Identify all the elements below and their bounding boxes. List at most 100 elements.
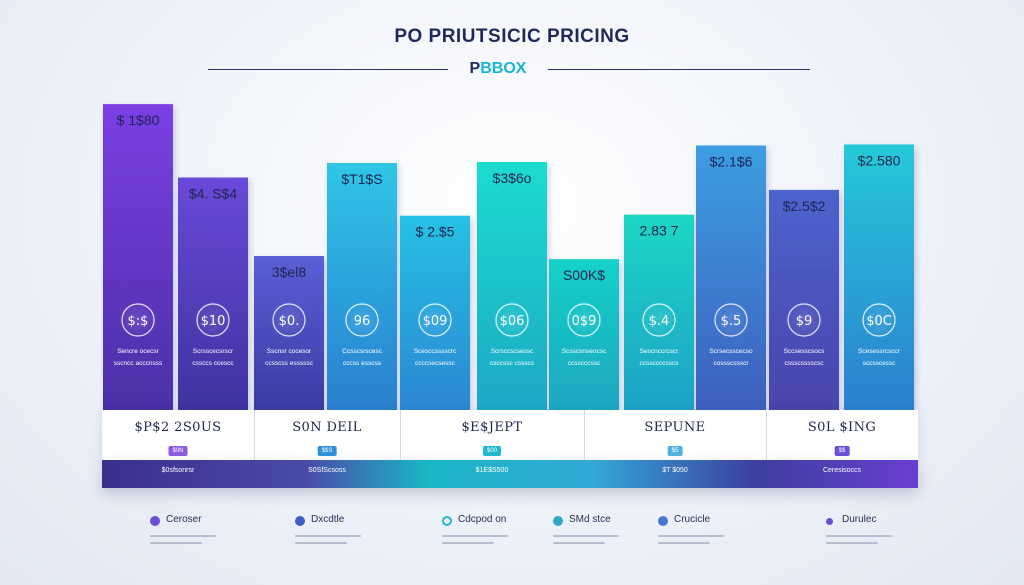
bar	[696, 145, 766, 410]
bar-circle-badge	[642, 303, 676, 337]
bar-caption: Sencre ocecsr	[117, 348, 159, 355]
bar-circle-badge	[121, 303, 155, 337]
bar	[178, 177, 248, 410]
bar-circle-glow	[639, 300, 679, 340]
legend-label: Crucicle	[674, 514, 711, 525]
plan-column[interactable]: S0L $ING $$ Ceresisoccs	[766, 410, 918, 488]
bar-caption: sccsscessc	[863, 360, 897, 367]
bar	[844, 144, 914, 410]
plan-divider	[400, 410, 401, 460]
legend-label: Cdcpod on	[458, 514, 507, 525]
bar-caption: ccssccccsscs	[640, 360, 680, 367]
plan-tag: $$S	[317, 446, 337, 456]
bar-caption: cssccs ccescc	[192, 360, 234, 367]
bar-caption: cccss esscss	[343, 360, 382, 367]
plan-name: S0N DEIL	[292, 420, 362, 435]
bar-caption: csccssc cssscs	[490, 360, 535, 367]
legend-placeholder-line	[826, 542, 878, 544]
bar-circle-label: $06	[500, 314, 525, 329]
bar-circle-label: $10	[201, 314, 226, 329]
bar-circle-glow	[193, 300, 233, 340]
legend-placeholder-line	[826, 535, 892, 537]
brand-logo: PBBOX	[452, 60, 544, 78]
bar-circle-label: $.4	[649, 314, 670, 329]
bar-circle-badge	[787, 303, 821, 337]
bar-value-label: $2.580	[858, 152, 901, 168]
bar-value-label: S00K$	[563, 267, 605, 283]
plan-divider	[584, 410, 585, 460]
bar-caption: Scrsscecsrscr	[193, 348, 234, 355]
legend-placeholder-line	[150, 535, 216, 537]
plan-name: $E$JEPT	[461, 420, 523, 435]
legend-label: SMd stce	[569, 514, 611, 525]
plan-column[interactable]: S0N DEIL $$S S0SfScsoss	[254, 410, 400, 488]
plan-column[interactable]: $P$2 2S0US $0N $0sfsonrsr	[102, 410, 254, 488]
bar-value-label: $ 2.$5	[416, 224, 455, 240]
legend-placeholder-line	[295, 535, 361, 537]
bar	[103, 104, 173, 410]
bar-caption: cssscsssscsc	[785, 360, 825, 367]
plan-subtitle: $0sfsonrsr	[161, 467, 195, 474]
bar-value-label: 2.83 7	[640, 223, 679, 239]
bar-caption: Sccsesscsocs	[784, 348, 826, 355]
plan-column[interactable]: SEPUNE $5 $T $050	[584, 410, 766, 488]
plan-subtitle: Ceresisoccs	[822, 467, 862, 474]
bar-caption: Sscnsr cocesor	[267, 348, 312, 355]
bar-circle-label: $0C	[866, 314, 892, 329]
blob-icon	[150, 516, 160, 526]
bar-circle-label: 0$9	[572, 314, 597, 329]
plan-divider	[254, 410, 255, 460]
title-rule-right	[548, 69, 810, 70]
bar-circle-label: $:$	[128, 314, 149, 329]
bar-circle-badge	[345, 303, 379, 337]
legend-placeholder-line	[442, 535, 508, 537]
bar-value-label: $2.5$2	[783, 198, 826, 214]
bar-caption: Scrsccscsessc	[491, 348, 534, 355]
bar-circle-badge	[272, 303, 306, 337]
legend-placeholder-line	[150, 542, 202, 544]
spark-icon	[553, 516, 563, 526]
bar-circle-label: $09	[423, 314, 448, 329]
cube-icon	[295, 516, 305, 526]
legend-label: Ceroser	[166, 514, 202, 525]
bar-circle-badge	[196, 303, 230, 337]
bar-circle-glow	[269, 300, 309, 340]
legend-item: Cdcpod on	[442, 514, 562, 550]
bar-caption: cossscssscr	[713, 360, 749, 367]
plan-tag: $00	[482, 446, 502, 456]
bar-circle-label: $9	[796, 314, 813, 329]
bar	[769, 189, 839, 410]
logo-accent: BBOX	[480, 60, 527, 77]
bar-value-label: 3$el8	[272, 264, 306, 280]
bar-circle-glow	[118, 300, 158, 340]
legend-placeholder-line	[658, 535, 724, 537]
bar-caption: ccsscss esssssc	[265, 360, 313, 367]
plan-tag: $0N	[168, 446, 188, 456]
bar-circle-label: $.5	[721, 314, 742, 329]
bar-circle-glow	[415, 300, 455, 340]
bar-circle-glow	[564, 300, 604, 340]
plan-subtitle: $1E$S500	[475, 467, 509, 474]
dot-icon	[826, 518, 833, 525]
legend-placeholder-line	[442, 542, 494, 544]
chart-title: PO PRIUTSICIC PRICING	[394, 26, 630, 47]
plan-name: SEPUNE	[644, 420, 706, 435]
bar-caption: Sescnccrcscr	[640, 348, 679, 355]
plan-band-footer	[102, 460, 918, 488]
bar-circle-badge	[495, 303, 529, 337]
bar-caption: Scesccsssscrc	[414, 348, 457, 355]
logo-main: P	[469, 60, 481, 77]
bar-circle-badge	[862, 303, 896, 337]
bar-circle-glow	[784, 300, 824, 340]
bar-value-label: $ 1$80	[117, 112, 160, 128]
plan-subtitle: $T $050	[662, 467, 688, 474]
bar-circle-glow	[859, 300, 899, 340]
bar-value-label: $4. S$4	[189, 186, 237, 202]
bar-value-label: $T1$S	[341, 171, 382, 187]
bar-caption: Scrsecsscecso	[709, 348, 753, 355]
bar-caption: Scesessrcsccr	[858, 348, 901, 355]
plan-divider	[766, 410, 767, 460]
bar-caption: Scsscsnseocsc	[562, 348, 607, 355]
plan-column[interactable]: $E$JEPT $00 $1E$S500	[400, 410, 584, 488]
